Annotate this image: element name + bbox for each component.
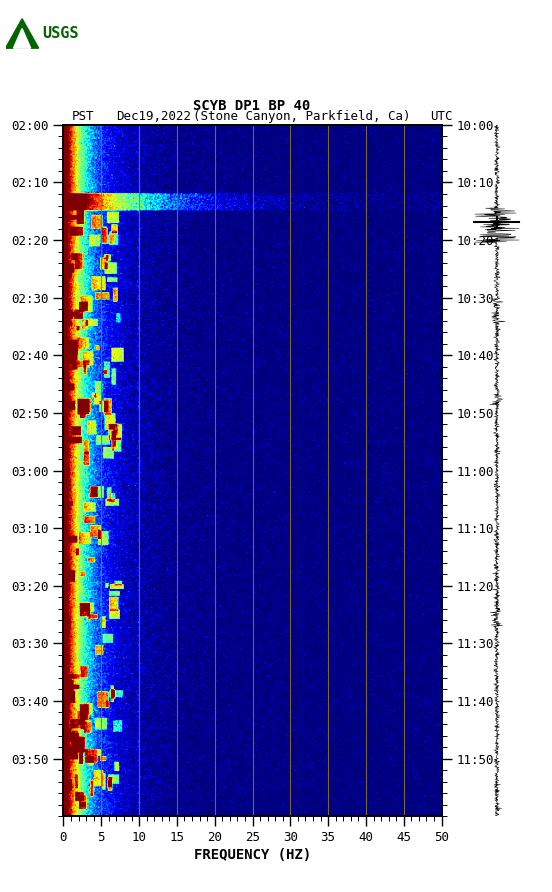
Text: UTC: UTC xyxy=(431,110,453,123)
Text: Dec19,2022: Dec19,2022 xyxy=(116,110,191,123)
Text: SCYB DP1 BP 40: SCYB DP1 BP 40 xyxy=(193,99,310,113)
Text: PST: PST xyxy=(72,110,94,123)
Text: USGS: USGS xyxy=(42,26,78,41)
Text: (Stone Canyon, Parkfield, Ca): (Stone Canyon, Parkfield, Ca) xyxy=(193,110,411,123)
Polygon shape xyxy=(13,29,31,48)
X-axis label: FREQUENCY (HZ): FREQUENCY (HZ) xyxy=(194,848,311,862)
Polygon shape xyxy=(6,19,39,48)
